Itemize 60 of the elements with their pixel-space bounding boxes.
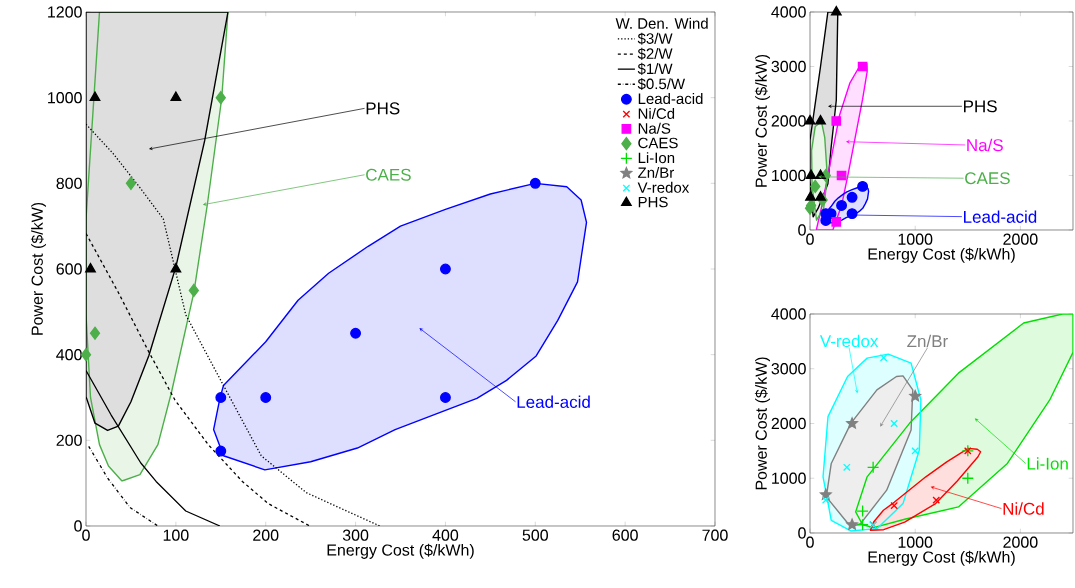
y-tick-label: 3000 bbox=[771, 60, 806, 73]
x-tick-label: 300 bbox=[342, 529, 369, 541]
y-tick-label: 1000 bbox=[772, 472, 806, 484]
y-tick-label: 600 bbox=[56, 263, 82, 275]
annotation: Lead-acid bbox=[964, 210, 1037, 223]
x-tick-label: 600 bbox=[612, 529, 638, 541]
y-tick-label: 800 bbox=[56, 177, 82, 189]
x-tick-label: 2000 bbox=[1003, 536, 1038, 548]
legend-title: W. Den. Wind bbox=[615, 17, 708, 29]
annotation: Na/S bbox=[967, 138, 1003, 152]
annotation: PHS bbox=[366, 102, 400, 115]
annotation: Zn/Br bbox=[907, 334, 948, 348]
x-tick-label: 1000 bbox=[898, 233, 933, 245]
legend-label: PHS bbox=[638, 196, 668, 208]
x-tick-label: 700 bbox=[702, 529, 728, 541]
y-tick-label: 4000 bbox=[771, 6, 806, 18]
x-tick-label: 0 bbox=[82, 529, 90, 541]
x-tick-label: 500 bbox=[522, 529, 548, 541]
legend-label: Li-Ion bbox=[638, 152, 675, 164]
legend-label: $2/W bbox=[637, 47, 673, 60]
y-tick-label: 2000 bbox=[771, 417, 806, 430]
legend-label: CAES bbox=[638, 137, 678, 149]
legend-label: Na/S bbox=[638, 122, 671, 134]
legend-label: $3/W bbox=[637, 32, 673, 45]
annotation: Li-Ion bbox=[1027, 457, 1068, 470]
x-tick-label: 100 bbox=[163, 529, 189, 541]
annotation: CAES bbox=[366, 168, 411, 181]
y-tick-label: 1000 bbox=[48, 92, 82, 104]
y-axis-title: Power Cost ($/kW) bbox=[30, 202, 47, 335]
legend-label: V-redox bbox=[637, 181, 690, 193]
legend-label: Zn/Br bbox=[638, 167, 674, 178]
y-tick-label: 4000 bbox=[771, 308, 806, 320]
legend-label: $0.5/W bbox=[637, 77, 686, 91]
y-tick-label: 0 bbox=[74, 520, 82, 532]
x-tick-label: 400 bbox=[432, 529, 459, 541]
legend-label: Ni/Cd bbox=[638, 107, 675, 119]
annotation: PHS bbox=[964, 100, 997, 113]
x-axis-title: Energy Cost ($/kWh) bbox=[868, 550, 1015, 566]
y-tick-label: 400 bbox=[56, 349, 82, 361]
x-tick-label: 200 bbox=[253, 529, 279, 541]
y-tick-label: 2000 bbox=[771, 115, 806, 127]
annotation: CAES bbox=[965, 172, 1010, 185]
y-tick-label: 0 bbox=[798, 224, 806, 236]
annotation: Lead-acid bbox=[517, 395, 590, 409]
y-axis-title: Power Cost ($/kW) bbox=[754, 357, 771, 490]
y-axis-title: Power Cost ($/kW) bbox=[754, 54, 771, 187]
x-tick-label: 2000 bbox=[1003, 233, 1038, 245]
annotation: V-redox bbox=[819, 334, 879, 348]
x-tick-label: 0 bbox=[806, 233, 814, 245]
legend-label: $1/W bbox=[637, 62, 673, 75]
y-tick-label: 3000 bbox=[771, 363, 806, 375]
legend-label: Lead-acid bbox=[638, 93, 703, 105]
annotation: Ni/Cd bbox=[1003, 502, 1044, 515]
y-tick-label: 1200 bbox=[48, 6, 82, 18]
y-tick-label: 1000 bbox=[772, 169, 806, 182]
x-tick-label: 0 bbox=[806, 536, 814, 548]
x-axis-title: Energy Cost ($/kWh) bbox=[327, 543, 474, 559]
y-tick-label: 200 bbox=[56, 434, 82, 446]
x-axis-title: Energy Cost ($/kWh) bbox=[868, 247, 1015, 263]
x-tick-label: 1000 bbox=[898, 536, 933, 548]
